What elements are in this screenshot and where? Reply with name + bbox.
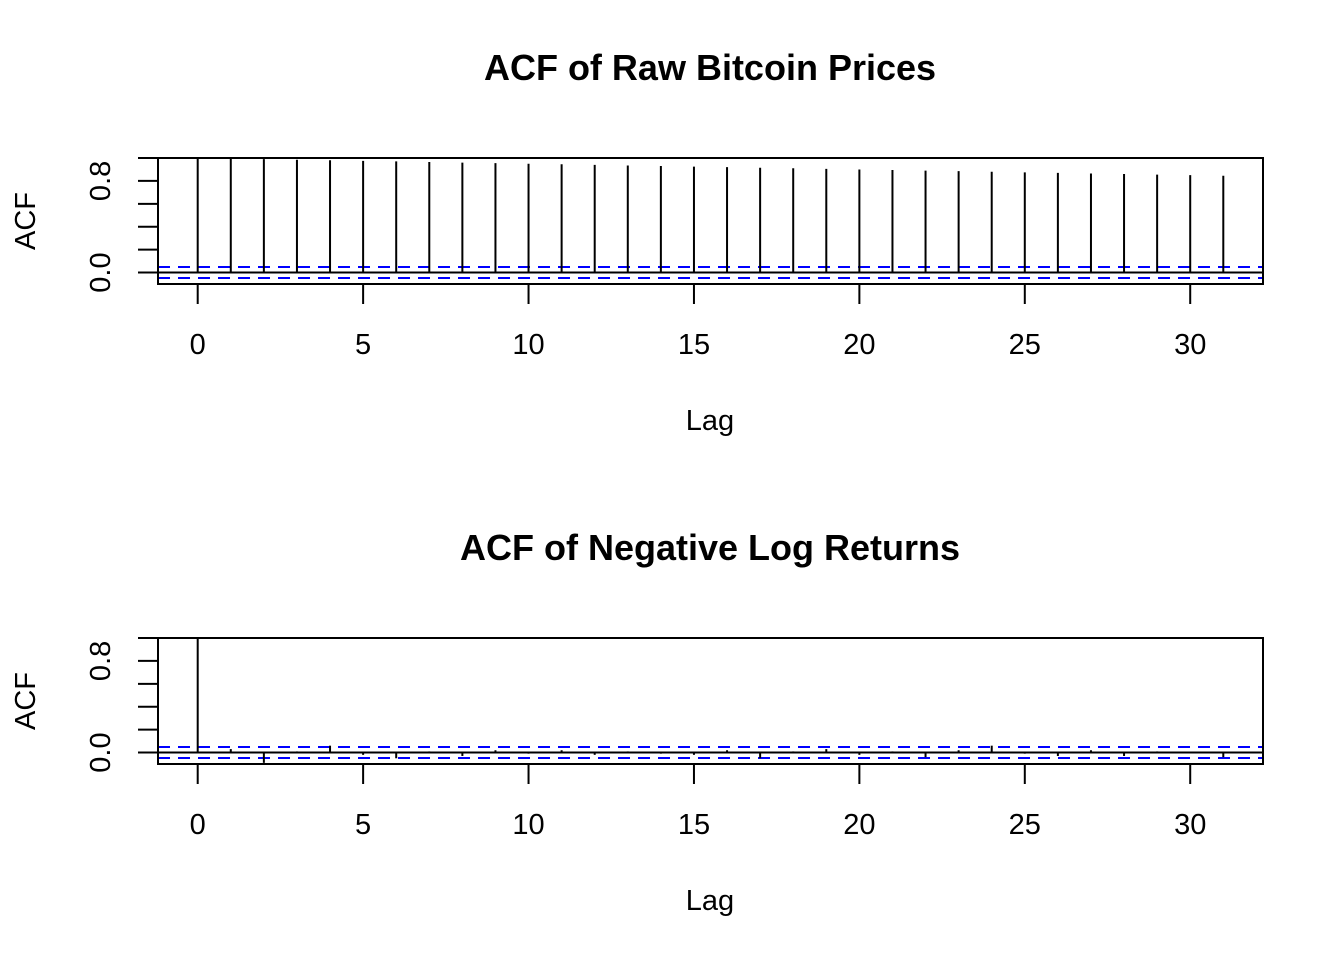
x-tick-label: 30 [1174,329,1206,361]
x-tick-label: 5 [355,809,371,841]
x-tick-label: 10 [512,809,544,841]
x-tick-label: 5 [355,329,371,361]
x-axis-label: Lag [686,405,734,437]
x-tick-label: 10 [512,329,544,361]
x-tick-label: 30 [1174,809,1206,841]
y-tick-label: 0.8 [85,641,117,681]
chart-title: ACF of Negative Log Returns [460,527,960,568]
y-tick-label: 0.0 [85,252,117,292]
x-tick-label: 20 [843,809,875,841]
x-tick-label: 0 [190,329,206,361]
x-axis-label: Lag [686,885,734,917]
acf-panel-raw-prices: ACF of Raw Bitcoin Prices Lag ACF 0 5 10 15… [10,47,1264,437]
plot-area: 0 5 10 15 20 25 30 0.0 0.8 [85,637,1264,841]
x-tick-label: 25 [1009,329,1041,361]
x-tick-label: 15 [678,329,710,361]
y-axis-label: ACF [10,192,42,250]
y-axis-label: ACF [10,672,42,730]
y-tick-label: 0.0 [85,732,117,772]
x-tick-label: 15 [678,809,710,841]
chart-title: ACF of Raw Bitcoin Prices [484,47,936,88]
plot-area: 0 5 10 15 20 25 30 0.0 0.8 [85,157,1264,361]
x-tick-label: 20 [843,329,875,361]
x-tick-label: 0 [190,809,206,841]
acf-panel-negative-log-returns: ACF of Negative Log Returns Lag ACF 0 5 10… [10,527,1264,917]
y-tick-label: 0.8 [85,161,117,201]
x-tick-label: 25 [1009,809,1041,841]
